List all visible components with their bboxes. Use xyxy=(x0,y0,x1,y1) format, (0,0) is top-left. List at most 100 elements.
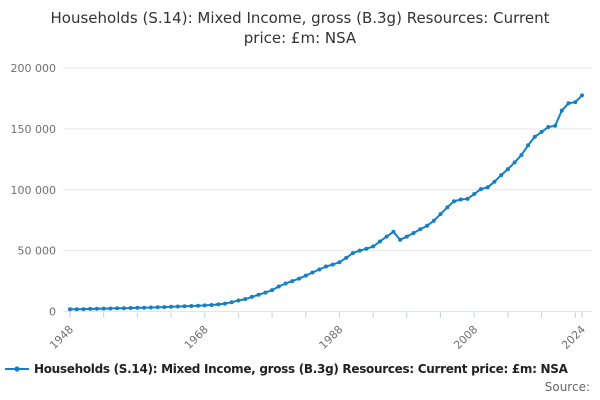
data-point[interactable] xyxy=(148,305,153,310)
data-point[interactable] xyxy=(236,298,241,303)
data-point[interactable] xyxy=(532,134,537,139)
data-point[interactable] xyxy=(465,196,470,201)
data-point[interactable] xyxy=(101,306,106,311)
data-point[interactable] xyxy=(209,303,214,307)
data-point[interactable] xyxy=(128,306,133,310)
data-point[interactable] xyxy=(94,306,99,311)
y-tick-label: 0 xyxy=(49,306,56,319)
data-point[interactable] xyxy=(175,304,180,309)
data-point[interactable] xyxy=(243,297,248,302)
source-label: Source: xyxy=(544,380,590,394)
series-line[interactable] xyxy=(69,94,583,311)
data-point[interactable] xyxy=(337,260,342,265)
data-point[interactable] xyxy=(492,179,497,184)
x-tick-label: 1948 xyxy=(47,323,76,352)
x-tick-label: 2024 xyxy=(559,323,588,352)
data-point[interactable] xyxy=(182,304,187,309)
data-point[interactable] xyxy=(283,281,288,286)
data-point[interactable] xyxy=(222,301,227,306)
data-point[interactable] xyxy=(121,306,126,311)
data-point[interactable] xyxy=(115,306,120,311)
data-point[interactable] xyxy=(317,267,322,272)
data-point[interactable] xyxy=(155,305,160,310)
data-point[interactable] xyxy=(216,302,221,307)
data-point[interactable] xyxy=(290,279,295,284)
data-point[interactable] xyxy=(438,212,443,217)
data-point[interactable] xyxy=(452,199,456,204)
data-point[interactable] xyxy=(74,307,79,312)
data-point[interactable] xyxy=(357,248,362,253)
data-point[interactable] xyxy=(512,160,517,165)
x-tick-label: 2008 xyxy=(451,323,480,352)
data-point[interactable] xyxy=(458,197,463,202)
x-tick-label: 1988 xyxy=(317,323,346,352)
data-point[interactable] xyxy=(270,288,275,293)
data-point[interactable] xyxy=(425,223,430,228)
data-point[interactable] xyxy=(68,307,72,312)
data-point[interactable] xyxy=(108,306,113,311)
data-point[interactable] xyxy=(580,93,584,98)
data-point[interactable] xyxy=(485,185,490,190)
data-point[interactable] xyxy=(350,251,355,256)
data-point[interactable] xyxy=(418,227,423,232)
data-point[interactable] xyxy=(364,246,369,251)
data-point[interactable] xyxy=(324,264,328,269)
data-point[interactable] xyxy=(505,167,510,172)
legend-dot xyxy=(14,366,20,372)
y-tick-label: 100 000 xyxy=(11,184,57,197)
data-point[interactable] xyxy=(142,305,147,310)
data-point[interactable] xyxy=(398,237,403,242)
data-point[interactable] xyxy=(256,292,261,297)
data-point[interactable] xyxy=(169,304,174,309)
data-point[interactable] xyxy=(196,303,200,308)
legend-label: Households (S.14): Mixed Income, gross (… xyxy=(34,362,568,376)
data-point[interactable] xyxy=(391,229,396,234)
data-point[interactable] xyxy=(371,244,376,249)
data-point[interactable] xyxy=(276,284,281,289)
data-point[interactable] xyxy=(539,129,544,134)
y-tick-label: 150 000 xyxy=(11,123,57,136)
data-point[interactable] xyxy=(559,108,564,113)
data-point[interactable] xyxy=(526,143,531,148)
data-point[interactable] xyxy=(249,294,254,299)
data-point[interactable] xyxy=(377,239,382,244)
data-point[interactable] xyxy=(310,270,315,275)
data-point[interactable] xyxy=(162,305,167,310)
data-point[interactable] xyxy=(229,300,234,305)
data-point[interactable] xyxy=(330,262,335,267)
data-point[interactable] xyxy=(88,306,93,311)
data-point[interactable] xyxy=(546,125,551,129)
series-markers[interactable] xyxy=(68,93,584,312)
data-point[interactable] xyxy=(81,307,86,312)
data-point[interactable] xyxy=(566,101,571,106)
data-point[interactable] xyxy=(297,276,302,281)
data-point[interactable] xyxy=(344,255,349,260)
y-axis-labels: 0 50 000 100 000 150 000 200 000 xyxy=(11,62,57,319)
series-marker-icon xyxy=(5,366,29,372)
data-point[interactable] xyxy=(202,303,207,308)
line-chart-plot-area[interactable]: 0 50 000 100 000 150 000 200 000 1948 1968 1988… xyxy=(0,52,600,352)
data-point[interactable] xyxy=(404,234,409,239)
data-point[interactable] xyxy=(431,218,436,223)
legend-item[interactable]: Households (S.14): Mixed Income, gross (… xyxy=(4,362,600,376)
data-point[interactable] xyxy=(553,123,558,128)
data-point[interactable] xyxy=(499,173,504,178)
x-tick-label: 1968 xyxy=(182,323,211,352)
y-tick-label: 50 000 xyxy=(18,245,57,258)
data-point[interactable] xyxy=(263,290,268,295)
data-point[interactable] xyxy=(478,187,483,192)
data-point[interactable] xyxy=(411,231,416,235)
x-tick-marks xyxy=(69,312,583,318)
data-point[interactable] xyxy=(135,305,140,310)
data-point[interactable] xyxy=(573,100,578,105)
data-point[interactable] xyxy=(384,234,389,239)
data-point[interactable] xyxy=(445,205,450,210)
data-point[interactable] xyxy=(303,273,308,278)
y-gridlines xyxy=(63,67,592,312)
x-axis-labels: 1948 1968 1988 2008 2024 xyxy=(47,323,588,352)
data-point[interactable] xyxy=(472,192,477,196)
data-point[interactable] xyxy=(189,304,194,308)
y-tick-label: 200 000 xyxy=(11,62,57,75)
data-point[interactable] xyxy=(519,153,524,158)
